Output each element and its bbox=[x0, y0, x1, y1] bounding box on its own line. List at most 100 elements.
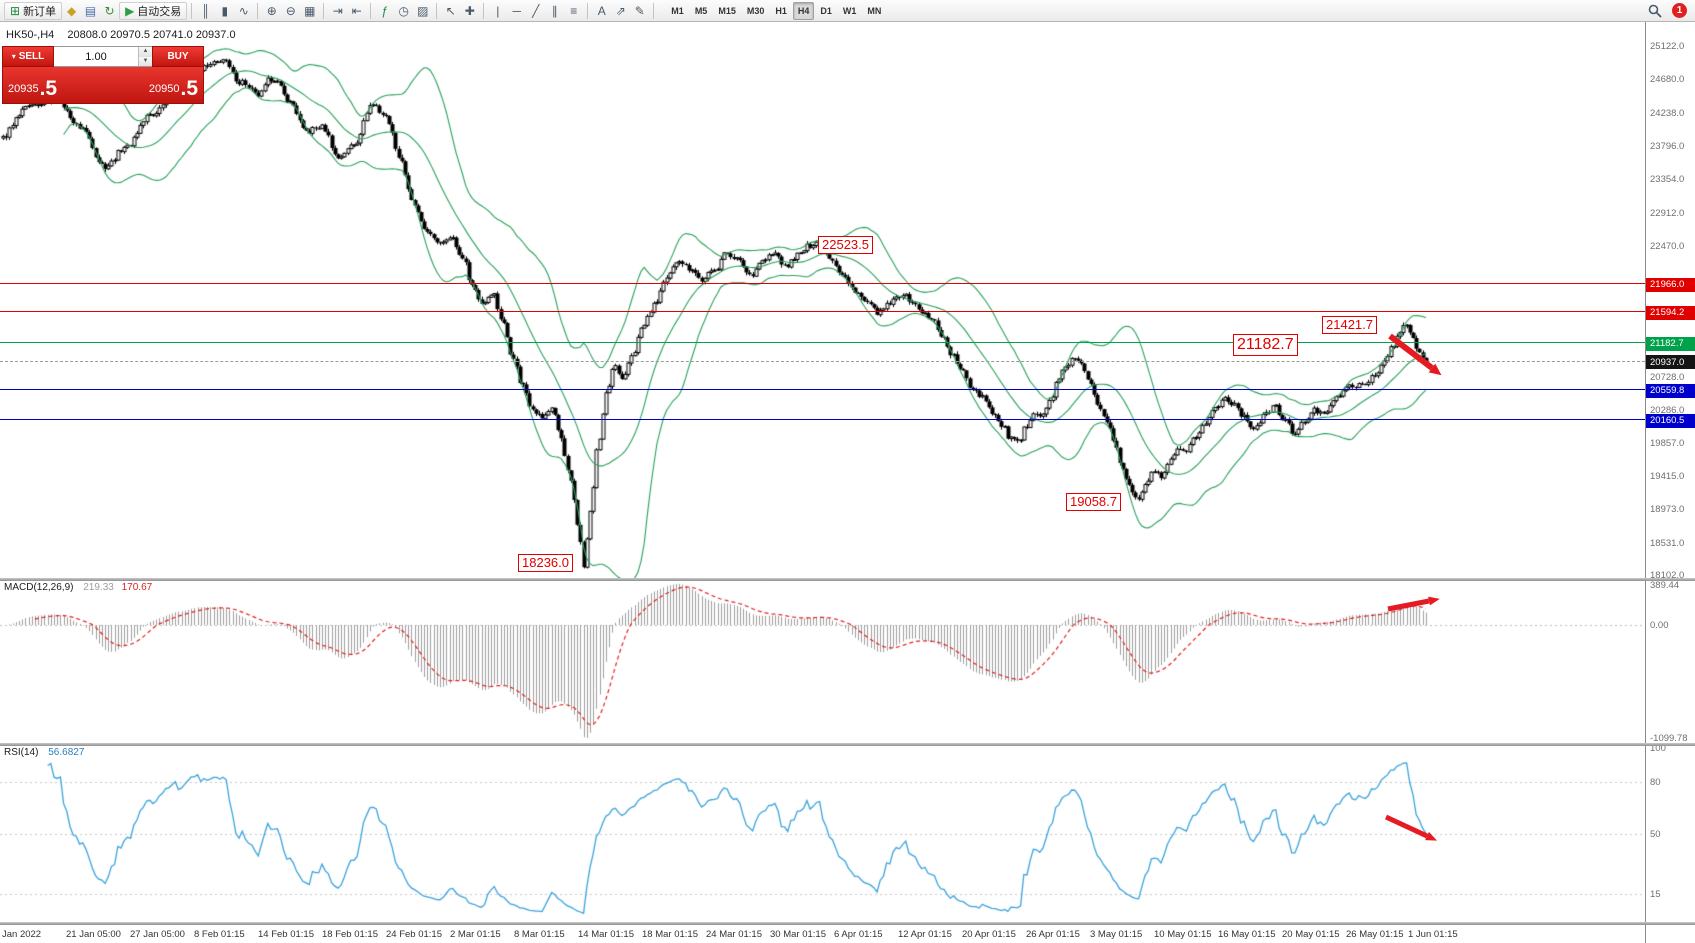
hline-20160.5[interactable] bbox=[0, 419, 1645, 421]
price-axis-label: 18973.0 bbox=[1650, 504, 1685, 516]
auto-scroll-button[interactable]: ⇥ bbox=[328, 2, 347, 20]
market-watch-button[interactable]: ◆ bbox=[62, 2, 81, 20]
price-tag-21182.7: 21182.7 bbox=[1646, 336, 1695, 351]
horizontal-line-icon: ─ bbox=[512, 3, 522, 18]
main-chart-canvas[interactable] bbox=[0, 22, 1645, 578]
buy-price-button[interactable]: 20950 .5 bbox=[103, 67, 203, 103]
timeframe-w1-button[interactable]: W1 bbox=[842, 5, 857, 16]
indicators-button[interactable]: ƒ bbox=[375, 2, 394, 20]
price-tag-20559.8: 20559.8 bbox=[1646, 383, 1695, 398]
periods-button[interactable]: ◷ bbox=[394, 2, 413, 20]
fibonacci-button[interactable]: ≡ bbox=[564, 2, 583, 20]
macd-up-arrow-icon[interactable] bbox=[1385, 594, 1449, 616]
collapse-panel-icon[interactable]: ▾ bbox=[11, 52, 16, 61]
new-order-button[interactable]: ⊞ 新订单 bbox=[4, 1, 63, 20]
draw-object-button[interactable]: ✎ bbox=[630, 2, 649, 20]
price-annotation[interactable]: 22523.5 bbox=[818, 236, 873, 255]
bar-chart-button[interactable]: ║ bbox=[196, 2, 215, 20]
sell-price-button[interactable]: 20935 .5 bbox=[3, 67, 103, 103]
tile-windows-button[interactable]: ▦ bbox=[300, 2, 319, 20]
price-tag-21966.0: 21966.0 bbox=[1646, 277, 1695, 292]
time-axis-label: Jan 2022 bbox=[2, 929, 42, 940]
timeframe-h4-button[interactable]: H4 bbox=[792, 1, 815, 20]
chart-shift-button[interactable]: ⇤ bbox=[347, 2, 366, 20]
price-axis-label: 22912.0 bbox=[1650, 207, 1685, 219]
volume-stepper[interactable]: 1.00 ▲ ▼ bbox=[54, 46, 152, 67]
buy-button[interactable]: BUY bbox=[152, 46, 204, 67]
time-axis-label: 26 Apr 01:15 bbox=[1026, 929, 1080, 940]
rsi-down-arrow-icon[interactable] bbox=[1382, 811, 1446, 847]
trendline-icon: ╱ bbox=[532, 3, 540, 18]
candlestick-chart-button[interactable]: ▮ bbox=[215, 2, 234, 20]
timeframe-mn-button[interactable]: MN bbox=[867, 5, 882, 16]
price-display: 20935 .5 20950 .5 bbox=[2, 67, 204, 104]
autotrade-button[interactable]: ▶ 自动交易 bbox=[119, 1, 188, 20]
timeframe-m5-button[interactable]: M5 bbox=[694, 5, 708, 16]
autotrade-icon: ▶ bbox=[125, 3, 135, 18]
line-chart-button[interactable]: ∿ bbox=[234, 2, 253, 20]
templates-icon: ▨ bbox=[417, 3, 429, 18]
volume-decrease-button[interactable]: ▼ bbox=[139, 56, 152, 66]
chart-shift-icon: ⇤ bbox=[351, 3, 362, 18]
horizontal-line-button[interactable]: ─ bbox=[507, 2, 526, 20]
volume-increase-button[interactable]: ▲ bbox=[139, 47, 152, 57]
draw-object-icon: ✎ bbox=[634, 3, 645, 18]
time-axis[interactable]: Jan 2022 21 Jan 05:00 27 Jan 05:00 8 Feb 01… bbox=[0, 925, 1645, 943]
price-annotation[interactable]: 19058.7 bbox=[1066, 493, 1121, 512]
zoom-out-button[interactable]: ⊖ bbox=[281, 2, 300, 20]
macd-axis-label: 0.00 bbox=[1650, 620, 1669, 631]
navigator-button[interactable]: ↻ bbox=[100, 2, 119, 20]
notification-badge[interactable]: 1 bbox=[1672, 3, 1687, 18]
sell-button-label: SELL bbox=[18, 51, 45, 62]
zoom-in-icon: ⊕ bbox=[266, 3, 277, 18]
toolbar-separator bbox=[587, 2, 589, 19]
time-axis-label: 18 Feb 01:15 bbox=[322, 929, 378, 940]
hline-21594.2[interactable] bbox=[0, 311, 1645, 313]
vertical-line-button[interactable]: | bbox=[488, 2, 507, 20]
hline-20559.8[interactable] bbox=[0, 389, 1645, 391]
timeframe-m30-button[interactable]: M30 bbox=[746, 5, 765, 16]
macd-main-value: 219.33 bbox=[83, 582, 114, 593]
text-label-button[interactable]: A bbox=[592, 2, 611, 20]
templates-button[interactable]: ▨ bbox=[413, 2, 432, 20]
sell-button[interactable]: ▾ SELL bbox=[2, 46, 54, 67]
time-axis-label: 24 Feb 01:15 bbox=[386, 929, 442, 940]
time-axis-label: 14 Mar 01:15 bbox=[578, 929, 634, 940]
hline-20937.0 bbox=[0, 360, 1645, 362]
timeframe-h1-button[interactable]: H1 bbox=[775, 5, 787, 16]
chart-window: HK50-,H4 20808.0 20970.5 20741.0 20937.0… bbox=[0, 22, 1695, 943]
price-annotation[interactable]: 21421.7 bbox=[1322, 316, 1377, 335]
arrow-object-button[interactable]: ⇗ bbox=[611, 2, 630, 20]
price-axis[interactable]: 21966.0 21594.2 21182.7 20937.0 20559.8 20160… bbox=[1645, 22, 1695, 943]
price-annotation[interactable]: 18236.0 bbox=[518, 554, 573, 573]
pane-separator[interactable] bbox=[0, 578, 1695, 581]
cursor-button[interactable]: ↖ bbox=[441, 2, 460, 20]
price-annotation[interactable]: 21182.7 bbox=[1233, 334, 1298, 356]
hline-21182.7[interactable] bbox=[0, 342, 1645, 344]
macd-pane-canvas[interactable] bbox=[0, 581, 1645, 743]
toolbar-separator bbox=[436, 2, 438, 19]
fibonacci-icon: ≡ bbox=[570, 3, 578, 18]
timeframe-m15-button[interactable]: M15 bbox=[718, 5, 736, 16]
rsi-pane-canvas[interactable] bbox=[0, 746, 1645, 922]
price-down-arrow-icon[interactable] bbox=[1385, 330, 1455, 388]
time-axis-label: 2 Mar 01:15 bbox=[450, 929, 501, 940]
timeframe-d1-button[interactable]: D1 bbox=[820, 5, 832, 16]
pane-separator[interactable] bbox=[0, 743, 1695, 746]
pane-separator[interactable] bbox=[0, 922, 1695, 925]
price-axis-label: 20728.0 bbox=[1650, 372, 1685, 384]
trendline-button[interactable]: ╱ bbox=[526, 2, 545, 20]
data-window-button[interactable]: ▤ bbox=[81, 2, 100, 20]
volume-value[interactable]: 1.00 bbox=[85, 50, 107, 63]
channel-button[interactable]: ∥ bbox=[545, 2, 564, 20]
time-axis-label: 20 May 01:15 bbox=[1282, 929, 1340, 940]
timeframe-m1-button[interactable]: M1 bbox=[671, 5, 684, 16]
tile-windows-icon: ▦ bbox=[304, 3, 316, 18]
search-button[interactable] bbox=[1645, 2, 1665, 20]
hline-21966.0[interactable] bbox=[0, 283, 1645, 285]
crosshair-button[interactable]: ✚ bbox=[460, 2, 479, 20]
time-axis-label: 8 Mar 01:15 bbox=[514, 929, 565, 940]
zoom-in-button[interactable]: ⊕ bbox=[262, 2, 281, 20]
arrow-object-icon: ⇗ bbox=[615, 3, 626, 18]
cursor-icon: ↖ bbox=[445, 3, 456, 18]
